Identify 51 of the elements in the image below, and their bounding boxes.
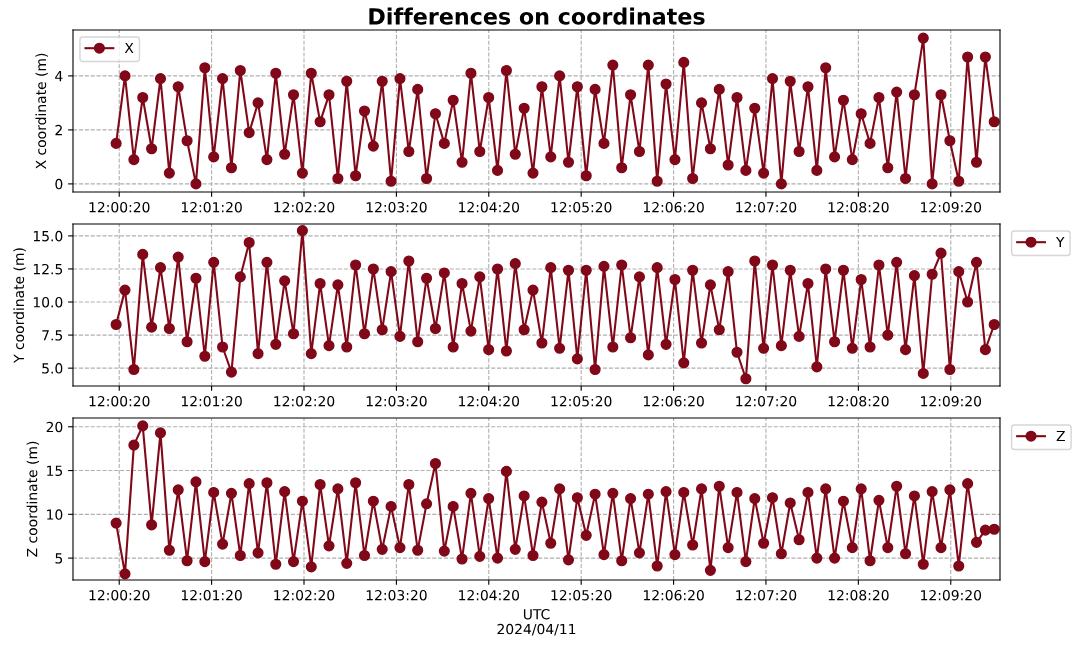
x-tick-label: 12:02:20 — [274, 201, 335, 213]
y-tick-label: 2 — [55, 124, 62, 136]
x-tick-label: 12:05:20 — [551, 589, 612, 601]
y-tick-label: 5.0 — [42, 363, 63, 374]
y-tick-label: 20 — [46, 421, 63, 433]
y-tick-label: 10.0 — [33, 296, 63, 308]
x-tick-label: 12:05:20 — [551, 201, 612, 213]
x-tick-label: 12:02:20 — [274, 395, 335, 407]
y-tick-label: 0 — [55, 178, 63, 190]
y-axis-title: Z coordinate (m) — [26, 441, 39, 557]
x-tick-label: 12:04:20 — [459, 589, 520, 601]
x-tick-label: 12:01:20 — [181, 201, 242, 213]
x-tick-label: 12:07:20 — [736, 589, 797, 601]
y-tick-label: 10 — [47, 509, 63, 520]
x-tick-label: 12:04:20 — [459, 201, 520, 213]
y-tick-label: 15.0 — [33, 230, 63, 242]
x-tick-label: 12:03:20 — [366, 589, 427, 601]
y-axis-title: X coordinate (m) — [35, 53, 48, 169]
legend-label: X — [124, 42, 134, 54]
x-tick-label: 12:08:20 — [828, 201, 889, 213]
x-tick-label: 12:07:20 — [736, 395, 797, 407]
x-tick-label: 12:03:20 — [366, 395, 427, 407]
x-tick-label: 12:02:20 — [274, 589, 335, 601]
x-tick-label: 12:09:20 — [921, 395, 982, 407]
x-tick-label: 12:09:20 — [921, 201, 982, 213]
x-tick-label: 12:05:20 — [551, 395, 612, 407]
x-tick-label: 12:04:20 — [459, 395, 520, 407]
x-tick-label: 12:03:20 — [366, 201, 427, 213]
y-axis-title: Y coordinate (m) — [13, 248, 26, 363]
y-tick-label: 4 — [55, 71, 63, 82]
x-tick-label: 12:07:20 — [736, 201, 797, 213]
x-tick-label: 12:00:20 — [89, 201, 150, 213]
x-tick-label: 12:08:20 — [828, 589, 889, 601]
x-tick-label: 12:00:20 — [89, 589, 150, 601]
x-tick-label: 12:06:20 — [643, 201, 704, 213]
x-tick-label: 12:06:20 — [643, 395, 704, 407]
x-tick-label: 12:09:20 — [921, 589, 982, 601]
y-tick-label: 5 — [55, 553, 63, 564]
legend-label: Y — [1056, 236, 1065, 248]
x-tick-label: 12:08:20 — [828, 395, 889, 407]
x-tick-label: 12:00:20 — [89, 395, 150, 407]
x-tick-label: 12:06:20 — [643, 589, 704, 601]
text: 2024/04/11 — [497, 623, 576, 636]
legend-label: Z — [1056, 430, 1065, 442]
y-tick-label: 7.5 — [42, 330, 63, 341]
y-tick-label: 12.5 — [33, 263, 63, 275]
x-tick-label: 12:01:20 — [181, 589, 242, 601]
x-tick-label: 12:01:20 — [181, 395, 242, 407]
x-axis-title: UTC — [523, 608, 550, 620]
chart-title: Differences on coordinates — [369, 7, 705, 25]
y-tick-label: 15 — [47, 465, 63, 477]
